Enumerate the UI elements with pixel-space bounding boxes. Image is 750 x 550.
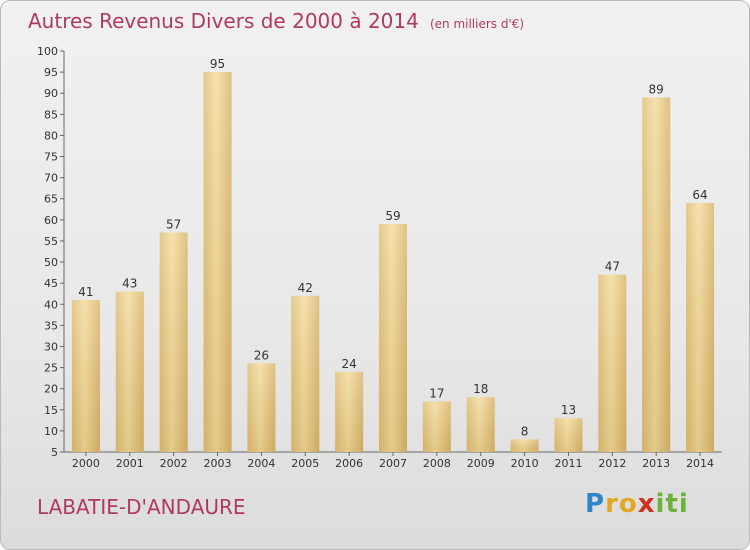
y-tick-label: 90 bbox=[44, 87, 58, 100]
x-tick-label: 2014 bbox=[686, 457, 714, 470]
y-tick-label: 70 bbox=[44, 172, 58, 185]
y-tick-label: 50 bbox=[44, 256, 58, 269]
bar-value-label: 89 bbox=[649, 82, 664, 96]
x-tick-label: 2003 bbox=[204, 457, 232, 470]
bar-shade bbox=[510, 439, 539, 452]
y-tick-label: 75 bbox=[44, 151, 58, 164]
logo-letter: i bbox=[655, 489, 666, 519]
chart-title: Autres Revenus Divers de 2000 à 2014 bbox=[28, 9, 419, 33]
bar-value-label: 17 bbox=[429, 386, 444, 400]
bar-value-label: 41 bbox=[78, 285, 93, 299]
y-tick-label: 25 bbox=[44, 362, 58, 375]
logo-letter: P bbox=[585, 489, 606, 519]
bar-shade bbox=[203, 72, 232, 453]
bar-shade bbox=[291, 295, 320, 452]
y-tick-label: 40 bbox=[44, 298, 58, 311]
bar-shade bbox=[466, 397, 495, 452]
bar-value-label: 43 bbox=[122, 277, 137, 291]
bar-value-label: 24 bbox=[341, 357, 356, 371]
y-tick-label: 85 bbox=[44, 108, 58, 121]
y-tick-label: 55 bbox=[44, 235, 58, 248]
y-tick-label: 30 bbox=[44, 340, 58, 353]
logo-letter: o bbox=[618, 489, 638, 519]
bar-shade bbox=[247, 363, 276, 452]
bar-shade bbox=[554, 418, 583, 452]
x-tick-label: 2005 bbox=[291, 457, 319, 470]
bar-value-label: 59 bbox=[385, 209, 400, 223]
bar-value-label: 8 bbox=[521, 424, 529, 438]
bar-value-label: 64 bbox=[692, 188, 707, 202]
logo-letter: r bbox=[605, 489, 619, 519]
y-tick-label: 15 bbox=[44, 404, 58, 417]
y-tick-label: 80 bbox=[44, 129, 58, 142]
bar-shade bbox=[379, 224, 407, 452]
title-row: Autres Revenus Divers de 2000 à 2014 (en… bbox=[28, 9, 524, 33]
bar-value-label: 57 bbox=[166, 218, 181, 232]
x-tick-label: 2000 bbox=[72, 457, 100, 470]
x-tick-label: 2001 bbox=[116, 457, 144, 470]
y-tick-label: 95 bbox=[44, 66, 58, 79]
x-tick-label: 2011 bbox=[554, 457, 582, 470]
bar-value-label: 95 bbox=[210, 57, 225, 71]
proxiti-logo: Proxiti bbox=[585, 489, 689, 519]
bar-shade bbox=[598, 274, 627, 452]
y-tick-label: 5 bbox=[51, 446, 58, 459]
logo-letter: x bbox=[637, 489, 656, 519]
bar-value-label: 47 bbox=[605, 260, 620, 274]
bar-shade bbox=[686, 202, 715, 452]
y-tick-label: 100 bbox=[37, 45, 58, 58]
y-tick-label: 10 bbox=[44, 425, 58, 438]
y-tick-label: 20 bbox=[44, 383, 58, 396]
bar-value-label: 13 bbox=[561, 403, 576, 417]
bar-value-label: 26 bbox=[254, 348, 269, 362]
bar-shade bbox=[422, 401, 451, 452]
y-tick-label: 45 bbox=[44, 277, 58, 290]
bar-shade bbox=[115, 291, 144, 452]
bar-value-label: 42 bbox=[298, 281, 313, 295]
y-tick-label: 65 bbox=[44, 193, 58, 206]
bar-shade bbox=[335, 371, 364, 452]
x-tick-label: 2013 bbox=[642, 457, 670, 470]
chart-subtitle: (en milliers d'€) bbox=[429, 17, 525, 31]
x-tick-label: 2006 bbox=[335, 457, 363, 470]
x-tick-label: 2010 bbox=[511, 457, 539, 470]
x-tick-label: 2009 bbox=[467, 457, 495, 470]
y-tick-label: 35 bbox=[44, 319, 58, 332]
x-tick-label: 2007 bbox=[379, 457, 407, 470]
logo-letter: t bbox=[665, 489, 679, 519]
x-tick-label: 2012 bbox=[598, 457, 626, 470]
x-tick-label: 2008 bbox=[423, 457, 451, 470]
bar-shade bbox=[159, 232, 188, 452]
y-tick-label: 60 bbox=[44, 214, 58, 227]
logo-letter: i bbox=[678, 489, 689, 519]
x-tick-label: 2004 bbox=[247, 457, 275, 470]
bar-shade bbox=[71, 300, 100, 452]
bar-shade bbox=[642, 97, 671, 452]
bar-value-label: 18 bbox=[473, 382, 488, 396]
x-tick-label: 2002 bbox=[160, 457, 188, 470]
commune-name: LABATIE-D'ANDAURE bbox=[37, 495, 246, 519]
